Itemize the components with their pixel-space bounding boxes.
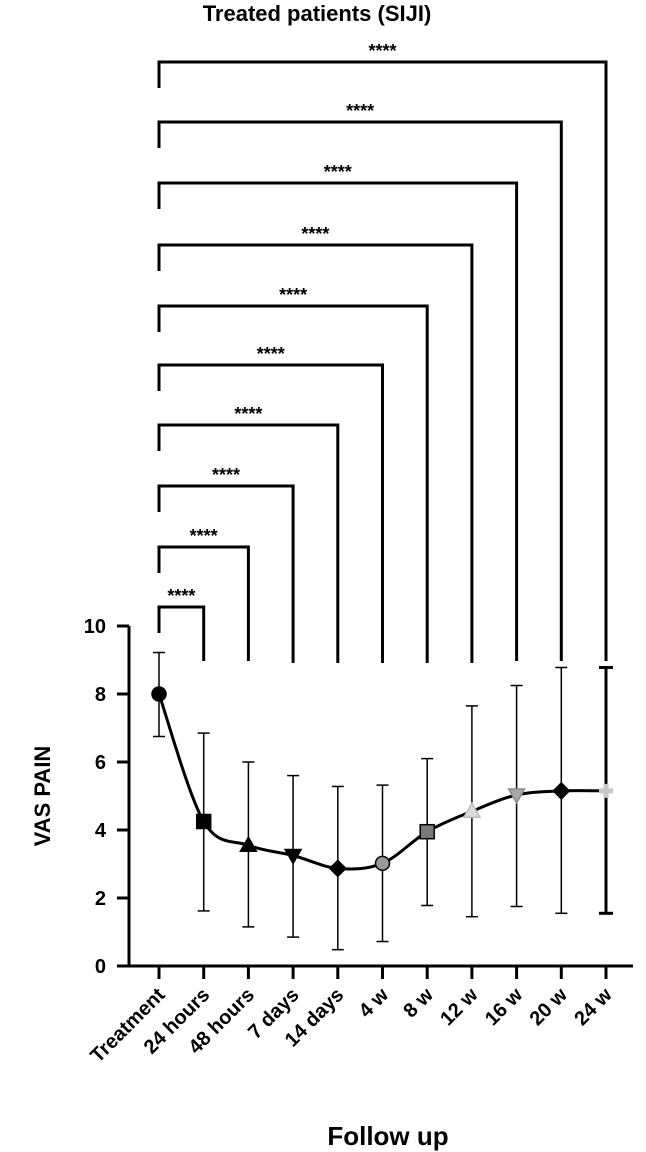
comparison-bracket [157, 243, 474, 663]
data-point-4-w [374, 855, 391, 872]
x-axis-label: Follow up [327, 1121, 448, 1151]
comparison-bracket [157, 181, 519, 661]
data-point-8-w [419, 823, 435, 840]
significance-label: **** [257, 344, 285, 364]
y-tick-label: 8 [95, 684, 106, 706]
x-tick-label: 16 w [481, 984, 528, 1031]
y-tick-label: 6 [95, 752, 106, 774]
x-tick-label: 20 w [526, 984, 573, 1031]
comparison-bracket [157, 423, 340, 663]
y-axis: 0 2 4 6 8 10 [84, 616, 131, 978]
data-point-14-days [328, 859, 347, 878]
x-tick-label: 4 w [355, 984, 394, 1023]
chart-title: Treated patients (SIJI) [203, 1, 432, 26]
comparison-bracket [157, 363, 384, 663]
y-tick-label: 10 [84, 616, 106, 638]
significance-label: **** [368, 41, 396, 61]
data-point-24-w [599, 783, 613, 798]
y-axis-label: VAS PAIN [30, 746, 55, 847]
comparison-bracket [157, 304, 429, 663]
comparison-bracket [157, 545, 250, 661]
data-point-48-hours [239, 835, 258, 853]
error-bars [153, 651, 613, 951]
significance-label: **** [234, 404, 262, 424]
x-tick-label: 12 w [436, 984, 483, 1031]
y-tick-label: 2 [95, 888, 106, 910]
significance-label: **** [279, 285, 307, 305]
significance-label: **** [167, 586, 195, 606]
data-point-20-w [552, 781, 571, 800]
data-markers [151, 686, 613, 878]
comparison-bracket [157, 484, 295, 663]
data-point-7-days [283, 848, 303, 866]
x-tick-label: 8 w [399, 984, 438, 1023]
comparison-bracket [157, 120, 563, 661]
significance-label: **** [190, 526, 218, 546]
data-point-16-w [507, 788, 526, 805]
x-tick-label: 24 w [570, 984, 617, 1031]
significance-label: **** [212, 465, 240, 485]
significance-label: **** [301, 224, 329, 244]
significance-label: **** [346, 101, 374, 121]
comparison-bracket [157, 605, 206, 661]
y-tick-label: 0 [95, 956, 106, 978]
comparison-bracket [157, 60, 608, 661]
significance-label: **** [324, 162, 352, 182]
data-point-12-w [462, 801, 482, 819]
data-point-24-hours [195, 813, 212, 830]
y-tick-label: 4 [95, 820, 107, 842]
significance-brackets: **** **** **** **** **** **** **** **** **** **** [157, 41, 608, 663]
data-point-treatment [151, 686, 167, 702]
